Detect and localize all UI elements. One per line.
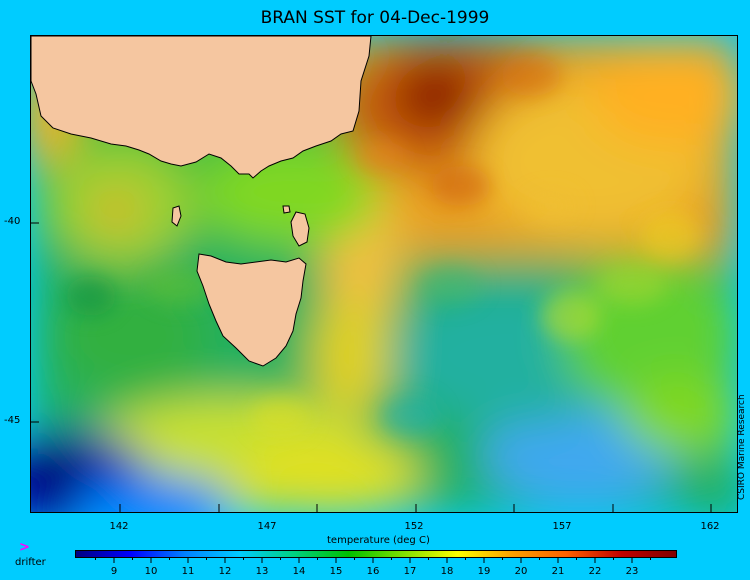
y-tick-label: -40 [4,216,21,227]
credit-text: CSIRO Marine Research [737,394,747,500]
colorbar-label: 15 [329,566,343,577]
colorbar-label: 9 [110,566,118,577]
x-tick-label: 157 [552,521,572,532]
colorbar-label: 11 [181,566,195,577]
colorbar-gradient [76,551,676,557]
drifter-marker-icon: > [19,540,30,555]
colorbar-label: 12 [218,566,232,577]
x-tick-label: 162 [700,521,720,532]
colorbar-label: 21 [551,566,565,577]
sst-map-canvas [31,36,737,512]
colorbar-ticks [95,557,651,563]
colorbar-label: 13 [255,566,269,577]
colorbar-label: 18 [440,566,454,577]
map-title: BRAN SST for 04-Dec-1999 [260,8,490,28]
colorbar-label: 23 [625,566,639,577]
y-tick-label: -45 [4,415,21,426]
sst-map [30,35,738,513]
legend-label: drifter [15,557,46,568]
colorbar-label: 19 [477,566,491,577]
colorbar-label: 22 [588,566,602,577]
colorbar-label: 10 [144,566,158,577]
land-tasmania [196,253,307,367]
islands [171,205,310,247]
colorbar [75,550,677,558]
x-tick-label: 142 [109,521,129,532]
colorbar-label: 20 [514,566,528,577]
sst-eddies [66,56,701,436]
x-tick-label: 152 [404,521,424,532]
land-australia [31,36,372,179]
colorbar-label: 16 [366,566,380,577]
colorbar-axis-label: temperature (deg C) [327,535,430,546]
colorbar-label: 14 [292,566,306,577]
x-tick-label: 147 [257,521,277,532]
map-tick-marks [31,222,712,512]
colorbar-label: 17 [403,566,417,577]
